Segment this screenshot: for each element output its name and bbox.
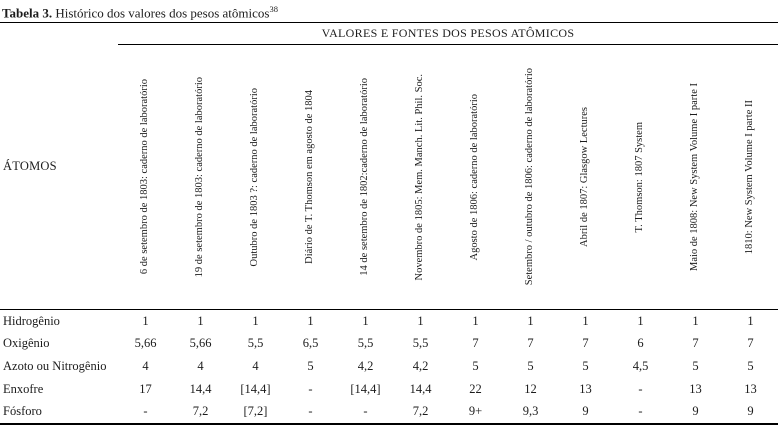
cell: 22 [469, 381, 482, 396]
row-label: Hidrogênio [3, 313, 60, 328]
cell: 7 [472, 336, 479, 351]
column-headers: 6 de setembro de 1803: caderno de labora… [118, 45, 778, 309]
cell: 7 [582, 336, 589, 351]
table-caption-footnote-ref: 38 [269, 4, 278, 14]
cell: 5,66 [189, 336, 212, 351]
cell: 4 [252, 358, 259, 373]
cell: 14,4 [189, 381, 212, 396]
cell: - [308, 381, 313, 396]
table-caption: Tabela 3. Histórico dos valores dos peso… [0, 0, 778, 22]
cell: 1 [527, 313, 534, 328]
row-label: Oxigênio [3, 336, 50, 351]
cell: 12 [524, 381, 537, 396]
column-header: T. Thomson: 1807 System [634, 121, 646, 233]
cell: 9 [582, 404, 589, 419]
table-header-band: ÁTOMOS VALORES E FONTES DOS PESOS ATÔMIC… [0, 22, 778, 309]
cell: 5,5 [247, 336, 264, 351]
row-label: Fósforo [3, 404, 42, 419]
row-header-atomos: ÁTOMOS [3, 158, 57, 173]
cell: 4,2 [412, 358, 429, 373]
cell: [7,2] [243, 404, 268, 419]
column-header: Abril de 1807: Glasgow Lectures [579, 107, 591, 247]
cell: 6 [637, 336, 644, 351]
cell: 1 [692, 313, 699, 328]
cell: 4 [142, 358, 149, 373]
column-header: Setembro / outubro de 1806: caderno de l… [524, 68, 536, 286]
cell: 13 [579, 381, 592, 396]
cell: 1 [637, 313, 644, 328]
cell: - [308, 404, 313, 419]
cell: 5 [582, 358, 589, 373]
cell: 1 [307, 313, 314, 328]
cell: 1 [417, 313, 424, 328]
cell: 7,2 [412, 404, 429, 419]
table-row-enxofre: Enxofre 17 14,4 [14,4] - [14,4] 14,4 22 … [0, 378, 778, 401]
cell: 1 [197, 313, 204, 328]
cell: 17 [139, 381, 152, 396]
header-right: VALORES E FONTES DOS PESOS ATÔMICOS 6 de… [118, 23, 778, 309]
table-body: Hidrogênio 1 1 1 1 1 1 1 1 1 1 1 1 Oxigê… [0, 309, 778, 425]
cell: 4 [197, 358, 204, 373]
cell: 9,3 [522, 404, 539, 419]
cell: 4,2 [357, 358, 374, 373]
cell: 5 [747, 358, 754, 373]
cell: - [363, 404, 368, 419]
cell: 5 [307, 358, 314, 373]
cell: 5,5 [412, 336, 429, 351]
cell: 4,5 [632, 358, 649, 373]
column-header: Novembro de 1805: Mem. Manch. Lit. Phil.… [414, 73, 426, 281]
table-caption-label: Tabela 3. [2, 5, 53, 21]
cell: 9 [747, 404, 754, 419]
table-row-fosforo: Fósforo - 7,2 [7,2] - - 7,2 9+ 9,3 9 - 9… [0, 400, 778, 423]
cell: 5 [472, 358, 479, 373]
row-label: Azoto ou Nitrogênio [3, 358, 107, 373]
cell: 7 [527, 336, 534, 351]
cell: 9+ [468, 404, 483, 419]
cell: 1 [252, 313, 259, 328]
cell: 13 [689, 381, 702, 396]
cell: - [638, 404, 643, 419]
cell: 5 [692, 358, 699, 373]
table-caption-text: Histórico dos valores dos pesos atômicos [52, 5, 270, 21]
cell: 1 [582, 313, 589, 328]
cell: 14,4 [409, 381, 432, 396]
spanning-header: VALORES E FONTES DOS PESOS ATÔMICOS [118, 23, 778, 45]
cell: 1 [142, 313, 149, 328]
column-header: Outubro de 1803 ?: caderno de laboratóri… [249, 87, 261, 267]
cell: 5 [527, 358, 534, 373]
cell: 5,5 [357, 336, 374, 351]
column-header: 14 de setembro de 1802:caderno de labora… [359, 78, 371, 276]
cell: - [143, 404, 148, 419]
cell: 7 [747, 336, 754, 351]
cell: 7 [692, 336, 699, 351]
column-header: Diário de T. Thomson em agosto de 1804 [304, 90, 316, 264]
column-header: 1810: New System Volume I parte II [744, 99, 756, 255]
cell: 1 [747, 313, 754, 328]
cell: [14,4] [240, 381, 271, 396]
cell: 1 [362, 313, 369, 328]
cell: 5,66 [134, 336, 157, 351]
table-row-azoto: Azoto ou Nitrogênio 4 4 4 5 4,2 4,2 5 5 … [0, 355, 778, 378]
cell: 6,5 [302, 336, 319, 351]
table-row-hidrogenio: Hidrogênio 1 1 1 1 1 1 1 1 1 1 1 1 [0, 310, 778, 333]
column-header: Maio de 1808: New System Volume I parte … [689, 82, 701, 271]
cell: 7,2 [192, 404, 209, 419]
cell: - [638, 381, 643, 396]
cell: 1 [472, 313, 479, 328]
column-header: 6 de setembro de 1803: caderno de labora… [139, 79, 151, 275]
row-label: Enxofre [3, 381, 44, 396]
cell: 13 [744, 381, 757, 396]
column-header: Agosto de 1806: caderno de laboratório [469, 93, 481, 261]
table-row-oxigenio: Oxigênio 5,66 5,66 5,5 6,5 5,5 5,5 7 7 7… [0, 333, 778, 356]
cell: [14,4] [350, 381, 381, 396]
cell: 9 [692, 404, 699, 419]
column-header: 19 de setembro de 1803: caderno de labor… [194, 76, 206, 278]
